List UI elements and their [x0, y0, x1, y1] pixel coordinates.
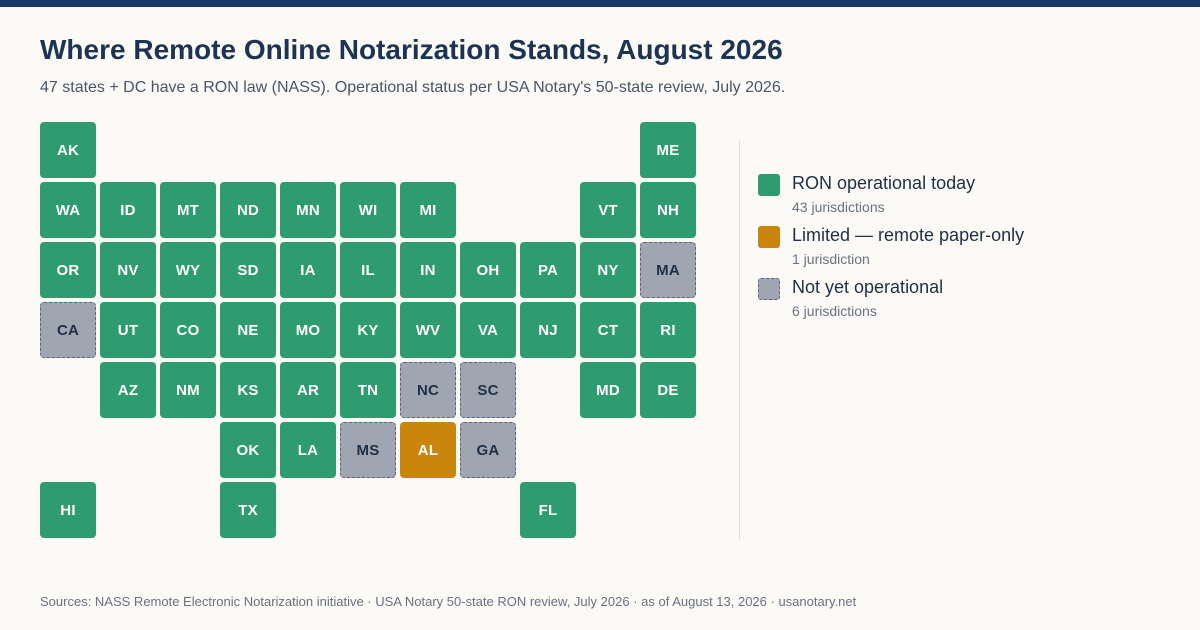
- state-tile-ms: MS: [340, 422, 396, 478]
- state-tile-wa: WA: [40, 182, 96, 238]
- state-tile-wi: WI: [340, 182, 396, 238]
- state-tile-or: OR: [40, 242, 96, 298]
- state-tile-sd: SD: [220, 242, 276, 298]
- state-tile-ny: NY: [580, 242, 636, 298]
- state-tile-nc: NC: [400, 362, 456, 418]
- state-tile-co: CO: [160, 302, 216, 358]
- state-tile-fl: FL: [520, 482, 576, 538]
- state-tile-tn: TN: [340, 362, 396, 418]
- state-tile-ok: OK: [220, 422, 276, 478]
- legend-swatch-not-operational: [758, 278, 780, 300]
- state-tile-nh: NH: [640, 182, 696, 238]
- legend-swatch-limited: [758, 226, 780, 248]
- state-tile-mi: MI: [400, 182, 456, 238]
- state-tile-md: MD: [580, 362, 636, 418]
- legend-label: Not yet operational: [792, 277, 944, 297]
- state-tile-nv: NV: [100, 242, 156, 298]
- state-tile-la: LA: [280, 422, 336, 478]
- state-tile-ia: IA: [280, 242, 336, 298]
- legend-count: 1 jurisdiction: [792, 251, 870, 267]
- legend-count: 43 jurisdictions: [792, 199, 885, 215]
- state-tile-oh: OH: [460, 242, 516, 298]
- state-tile-nd: ND: [220, 182, 276, 238]
- state-tile-ak: AK: [40, 122, 96, 178]
- state-tile-mo: MO: [280, 302, 336, 358]
- state-tile-me: ME: [640, 122, 696, 178]
- legend-swatch-operational: [758, 174, 780, 196]
- state-tile-ar: AR: [280, 362, 336, 418]
- state-tile-al: AL: [400, 422, 456, 478]
- page-subtitle: 47 states + DC have a RON law (NASS). Op…: [40, 79, 786, 96]
- state-tile-ks: KS: [220, 362, 276, 418]
- state-tile-ga: GA: [460, 422, 516, 478]
- state-tile-de: DE: [640, 362, 696, 418]
- state-tile-ri: RI: [640, 302, 696, 358]
- legend-divider: [739, 140, 740, 540]
- state-tile-vt: VT: [580, 182, 636, 238]
- page-title: Where Remote Online Notarization Stands,…: [40, 34, 783, 65]
- state-tile-wv: WV: [400, 302, 456, 358]
- state-tile-in: IN: [400, 242, 456, 298]
- state-tile-ky: KY: [340, 302, 396, 358]
- state-tile-tx: TX: [220, 482, 276, 538]
- state-tile-mn: MN: [280, 182, 336, 238]
- state-tile-il: IL: [340, 242, 396, 298]
- top-accent-bar: [0, 0, 1200, 7]
- state-tile-ma: MA: [640, 242, 696, 298]
- legend-label: RON operational today: [792, 173, 976, 193]
- state-tile-az: AZ: [100, 362, 156, 418]
- state-tile-ca: CA: [40, 302, 96, 358]
- legend-label: Limited — remote paper-only: [792, 225, 1025, 245]
- state-tile-nm: NM: [160, 362, 216, 418]
- state-tile-map: AK ME WA ID MT ND MN WI MI VT NH OR NV WY SD IA IL IN OH PA…: [40, 122, 696, 538]
- legend-count: 6 jurisdictions: [792, 303, 877, 319]
- source-footer: Sources: NASS Remote Electronic Notariza…: [40, 594, 857, 609]
- state-tile-wy: WY: [160, 242, 216, 298]
- state-tile-ne: NE: [220, 302, 276, 358]
- state-tile-ct: CT: [580, 302, 636, 358]
- state-tile-va: VA: [460, 302, 516, 358]
- state-tile-pa: PA: [520, 242, 576, 298]
- state-tile-hi: HI: [40, 482, 96, 538]
- state-tile-mt: MT: [160, 182, 216, 238]
- state-tile-nj: NJ: [520, 302, 576, 358]
- state-tile-id: ID: [100, 182, 156, 238]
- state-tile-sc: SC: [460, 362, 516, 418]
- state-tile-ut: UT: [100, 302, 156, 358]
